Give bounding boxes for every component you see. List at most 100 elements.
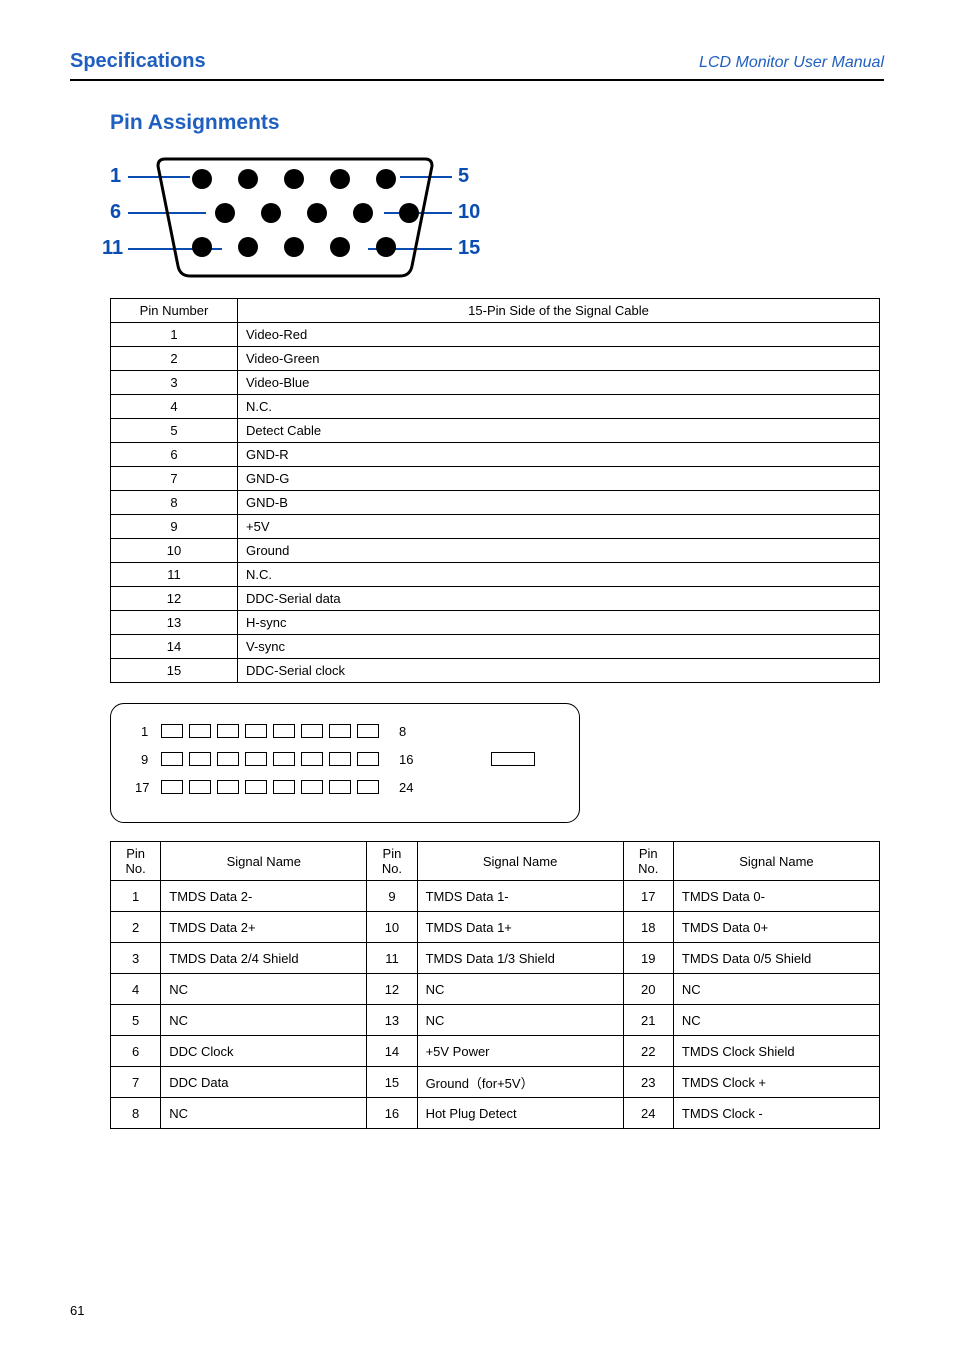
cell-pin: 8: [111, 491, 238, 515]
cell-pin: 16: [367, 1098, 417, 1129]
cell-pin: 22: [623, 1036, 673, 1067]
cell-pin: 18: [623, 912, 673, 943]
cell-pin: 14: [111, 635, 238, 659]
cell-pin: 3: [111, 943, 161, 974]
dvi-pin: [161, 752, 183, 766]
cell-pin: 5: [111, 1005, 161, 1036]
table-row: 7DDC Data15Ground（for+5V）23TMDS Clock +: [111, 1067, 880, 1098]
cell-pin: 14: [367, 1036, 417, 1067]
cell-pin: 6: [111, 1036, 161, 1067]
cell-pin: 3: [111, 371, 238, 395]
cell-signal: DDC Data: [161, 1067, 367, 1098]
table-row: 9+5V: [111, 515, 880, 539]
dvi-pin: [161, 780, 183, 794]
cell-signal: TMDS Data 0/5 Shield: [673, 943, 879, 974]
dvi-label-9: 9: [141, 752, 148, 767]
cell-pin: 15: [367, 1067, 417, 1098]
table-row: 14V-sync: [111, 635, 880, 659]
cell-signal: TMDS Clock +: [673, 1067, 879, 1098]
cell-pin: 10: [111, 539, 238, 563]
cell-signal: Detect Cable: [238, 419, 880, 443]
dvi-pin: [357, 752, 379, 766]
dvi-pin: [189, 724, 211, 738]
col-header-signal: 15-Pin Side of the Signal Cable: [238, 299, 880, 323]
dvi-pin: [217, 780, 239, 794]
cell-signal: TMDS Clock Shield: [673, 1036, 879, 1067]
cell-signal: Ground（for+5V）: [417, 1067, 623, 1098]
page-number: 61: [70, 1303, 84, 1318]
cell-signal: GND-B: [238, 491, 880, 515]
cell-signal: Video-Blue: [238, 371, 880, 395]
cell-signal: N.C.: [238, 395, 880, 419]
table-row: 7GND-G: [111, 467, 880, 491]
dvi-pin: [301, 724, 323, 738]
table-row: 4N.C.: [111, 395, 880, 419]
cell-signal: TMDS Data 1/3 Shield: [417, 943, 623, 974]
dvi-label-8: 8: [399, 724, 406, 739]
dvi-pin: [245, 724, 267, 738]
cell-pin: 1: [111, 323, 238, 347]
dvi-pin: [329, 780, 351, 794]
table-row: 10Ground: [111, 539, 880, 563]
table-row: 15DDC-Serial clock: [111, 659, 880, 683]
cell-signal: TMDS Data 0+: [673, 912, 879, 943]
cell-signal: DDC-Serial clock: [238, 659, 880, 683]
table-row: 11N.C.: [111, 563, 880, 587]
col-header: Signal Name: [161, 842, 367, 881]
cell-signal: GND-G: [238, 467, 880, 491]
dvi-label-17: 17: [135, 780, 149, 795]
cell-signal: NC: [161, 974, 367, 1005]
table-row: 8GND-B: [111, 491, 880, 515]
cell-signal: TMDS Data 1-: [417, 881, 623, 912]
dvi-pin: [357, 780, 379, 794]
dvi-label-1: 1: [141, 724, 148, 739]
cell-pin: 9: [111, 515, 238, 539]
cell-signal: TMDS Data 2-: [161, 881, 367, 912]
table-row: 1Video-Red: [111, 323, 880, 347]
dvi-pin: [217, 752, 239, 766]
cell-signal: TMDS Clock -: [673, 1098, 879, 1129]
dvi-label-16: 16: [399, 752, 413, 767]
cell-signal: NC: [417, 1005, 623, 1036]
vga-connector-diagram: 1 6 11 5 10 15: [110, 151, 510, 286]
cell-signal: GND-R: [238, 443, 880, 467]
cell-signal: Video-Green: [238, 347, 880, 371]
cell-signal: H-sync: [238, 611, 880, 635]
cell-pin: 12: [367, 974, 417, 1005]
col-header: Pin No.: [623, 842, 673, 881]
dvi-pin: [301, 752, 323, 766]
header-right: LCD Monitor User Manual: [699, 54, 884, 72]
table-row: 4NC12NC20NC: [111, 974, 880, 1005]
cell-pin: 5: [111, 419, 238, 443]
cell-signal: DDC-Serial data: [238, 587, 880, 611]
cell-signal: TMDS Data 1+: [417, 912, 623, 943]
cell-pin: 2: [111, 912, 161, 943]
cell-signal: DDC Clock: [161, 1036, 367, 1067]
cell-pin: 8: [111, 1098, 161, 1129]
cell-signal: +5V: [238, 515, 880, 539]
page: Specifications LCD Monitor User Manual P…: [0, 0, 954, 1350]
cell-signal: NC: [417, 974, 623, 1005]
cell-pin: 17: [623, 881, 673, 912]
cell-pin: 15: [111, 659, 238, 683]
cell-signal: NC: [161, 1098, 367, 1129]
table-row: 5NC13NC21NC: [111, 1005, 880, 1036]
cell-pin: 9: [367, 881, 417, 912]
dvi-pin: [357, 724, 379, 738]
table-header-row: Pin No. Signal Name Pin No. Signal Name …: [111, 842, 880, 881]
vga-pin-table: Pin Number 15-Pin Side of the Signal Cab…: [110, 298, 880, 683]
table-row: 1TMDS Data 2-9TMDS Data 1-17TMDS Data 0-: [111, 881, 880, 912]
dvi-pin: [245, 752, 267, 766]
dvi-pin: [273, 752, 295, 766]
cell-pin: 13: [111, 611, 238, 635]
table-header-row: Pin Number 15-Pin Side of the Signal Cab…: [111, 299, 880, 323]
dvi-ground-slot: [491, 752, 535, 766]
col-header: Pin No.: [367, 842, 417, 881]
cell-signal: NC: [161, 1005, 367, 1036]
table-row: 3Video-Blue: [111, 371, 880, 395]
dvi-pin: [245, 780, 267, 794]
dvi-connector-diagram: 1 9 17 8 16 24: [110, 703, 580, 823]
dvi-pin: [161, 724, 183, 738]
table-row: 5Detect Cable: [111, 419, 880, 443]
header-left: Specifications: [70, 50, 206, 73]
